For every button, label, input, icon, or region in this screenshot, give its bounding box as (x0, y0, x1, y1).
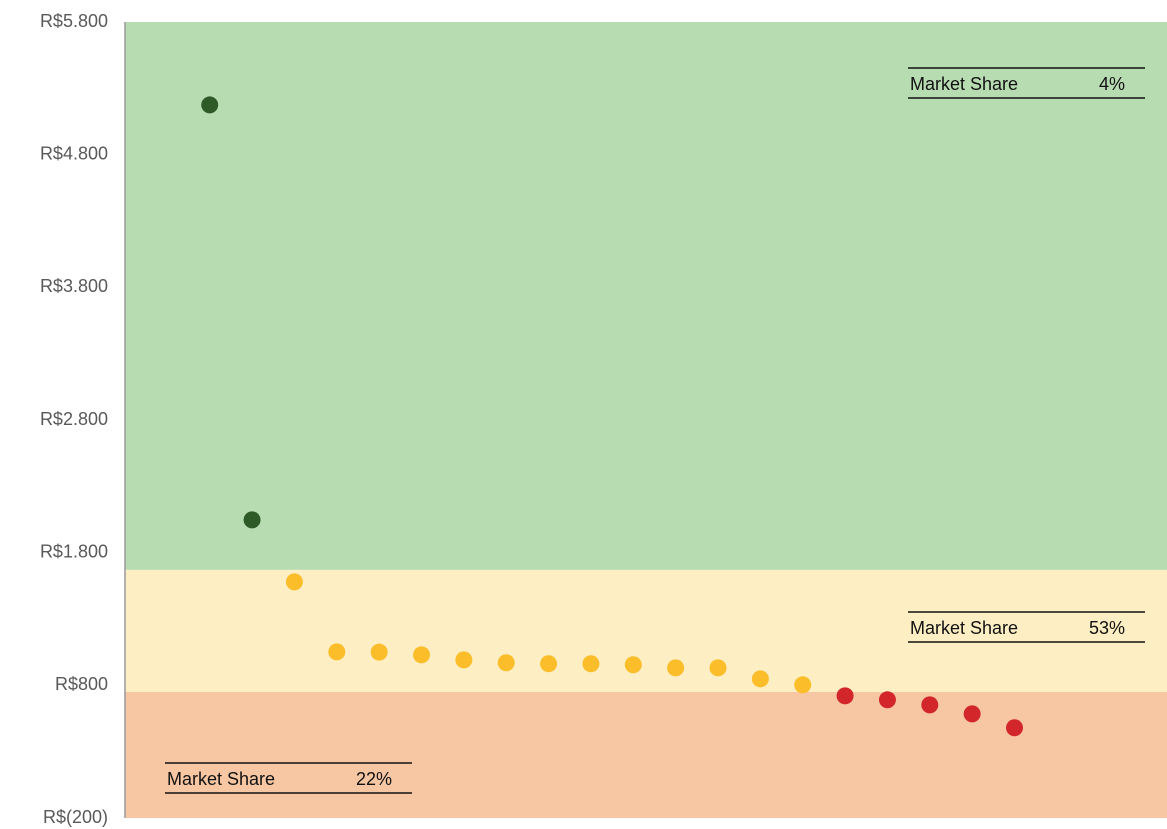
point (540, 655, 558, 673)
y-tick-label: R$800 (55, 674, 108, 694)
point (836, 687, 854, 705)
point (963, 705, 981, 723)
point (201, 96, 219, 114)
point (370, 643, 388, 661)
point (413, 646, 431, 664)
point (878, 691, 896, 709)
band (125, 691, 1167, 818)
point (328, 643, 346, 661)
y-tick-label: R$5.800 (40, 11, 108, 31)
y-tick-label: R$(200) (43, 807, 108, 827)
y-tick-label: R$3.800 (40, 276, 108, 296)
y-tick-label: R$4.800 (40, 143, 108, 163)
band (125, 569, 1167, 692)
annotation-value: 53% (1089, 618, 1125, 638)
point (285, 573, 303, 591)
annotation-label: Market Share (910, 618, 1018, 638)
point (455, 651, 473, 669)
point (667, 659, 685, 677)
point (794, 676, 812, 694)
point (497, 654, 515, 672)
point (582, 655, 600, 673)
y-tick-label: R$1.800 (40, 541, 108, 561)
annotation-label: Market Share (910, 74, 1018, 94)
point (243, 511, 261, 529)
point (921, 696, 939, 714)
y-tick-label: R$2.800 (40, 409, 108, 429)
point (751, 670, 769, 688)
point (709, 659, 727, 677)
annotation-value: 22% (356, 769, 392, 789)
annotation-label: Market Share (167, 769, 275, 789)
annotation-value: 4% (1099, 74, 1125, 94)
point (624, 656, 642, 674)
band (125, 22, 1167, 570)
point (1006, 719, 1024, 737)
